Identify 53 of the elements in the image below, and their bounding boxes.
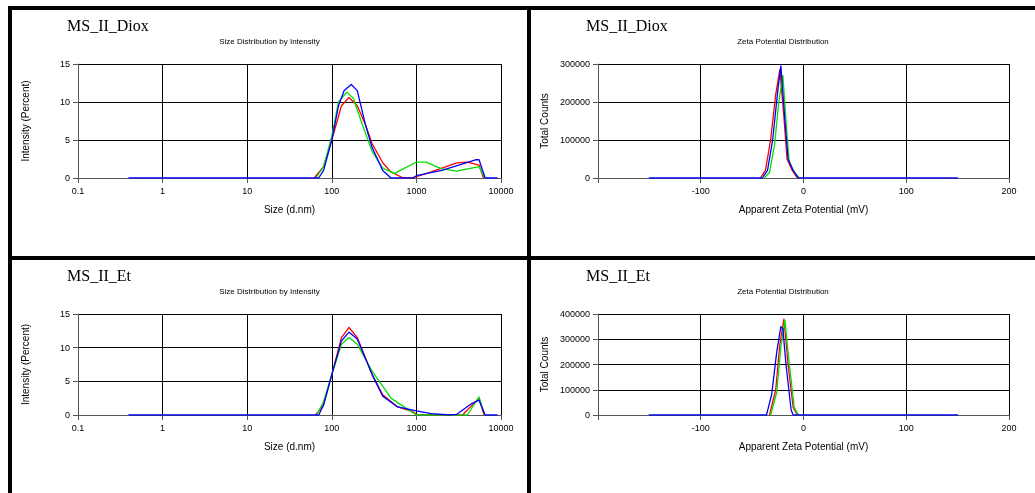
x-tick-label: 0.1 xyxy=(71,185,85,196)
chart-subtitle: Size Distribution by Intensity xyxy=(219,36,320,46)
y-tick-label: 5 xyxy=(64,376,70,387)
chart-title: MS_II_Diox xyxy=(67,16,149,34)
y-tick-label: 15 xyxy=(59,59,70,69)
x-tick-label: 0.1 xyxy=(71,422,85,433)
x-tick-label: 10000 xyxy=(488,185,514,196)
chart-subtitle: Zeta Potential Distribution xyxy=(737,286,829,296)
y-tick-label: 0 xyxy=(584,410,590,420)
y-tick-label: 0 xyxy=(64,173,70,183)
x-tick-label: 200 xyxy=(1001,185,1017,196)
chart-title: MS_II_Et xyxy=(586,266,651,284)
y-tick-label: 200000 xyxy=(559,359,590,370)
chart-title: MS_II_Diox xyxy=(586,16,668,34)
y-tick-label: 300000 xyxy=(559,334,590,345)
y-tick-label: 10 xyxy=(59,97,70,107)
x-tick-label: 10 xyxy=(242,422,253,433)
x-axis-title: Size (d.nm) xyxy=(263,203,316,215)
y-axis-title: Total Counts xyxy=(538,336,550,393)
y-tick-label: 0 xyxy=(584,173,590,183)
x-axis-title: Size (d.nm) xyxy=(263,440,316,452)
chart-subtitle: Zeta Potential Distribution xyxy=(737,36,829,46)
y-axis-title: Intensity (Percent) xyxy=(19,80,31,162)
x-tick-label: 1 xyxy=(160,185,166,196)
y-tick-label: 100000 xyxy=(559,135,590,145)
x-tick-label: 100 xyxy=(324,185,340,196)
y-axis-title: Intensity (Percent) xyxy=(19,323,31,406)
x-tick-label: 100 xyxy=(898,422,914,433)
x-tick-label: 1000 xyxy=(406,422,427,433)
y-tick-label: 100000 xyxy=(559,384,590,395)
x-tick-label: 100 xyxy=(898,185,914,196)
x-tick-label: -100 xyxy=(691,185,710,196)
y-axis-title: Total Counts xyxy=(538,93,550,149)
x-tick-label: -100 xyxy=(691,422,710,433)
y-tick-label: 200000 xyxy=(559,97,590,107)
y-tick-label: 15 xyxy=(59,309,70,319)
chart-title: MS_II_Et xyxy=(67,266,132,284)
y-tick-label: 10 xyxy=(59,342,70,353)
x-tick-label: 1000 xyxy=(406,185,427,196)
y-tick-label: 300000 xyxy=(559,59,590,69)
y-tick-label: 5 xyxy=(64,135,70,145)
x-tick-label: 0 xyxy=(800,185,806,196)
x-tick-label: 0 xyxy=(800,422,806,433)
x-tick-label: 200 xyxy=(1001,422,1017,433)
x-tick-label: 1 xyxy=(160,422,166,433)
y-tick-label: 400000 xyxy=(559,309,590,319)
x-tick-label: 10000 xyxy=(488,422,514,433)
chart-subtitle: Size Distribution by Intensity xyxy=(219,286,320,296)
x-axis-title: Apparent Zeta Potential (mV) xyxy=(738,203,869,215)
x-axis-title: Apparent Zeta Potential (mV) xyxy=(738,440,869,452)
x-tick-label: 100 xyxy=(324,422,340,433)
y-tick-label: 0 xyxy=(64,410,70,420)
x-tick-label: 10 xyxy=(242,185,253,196)
